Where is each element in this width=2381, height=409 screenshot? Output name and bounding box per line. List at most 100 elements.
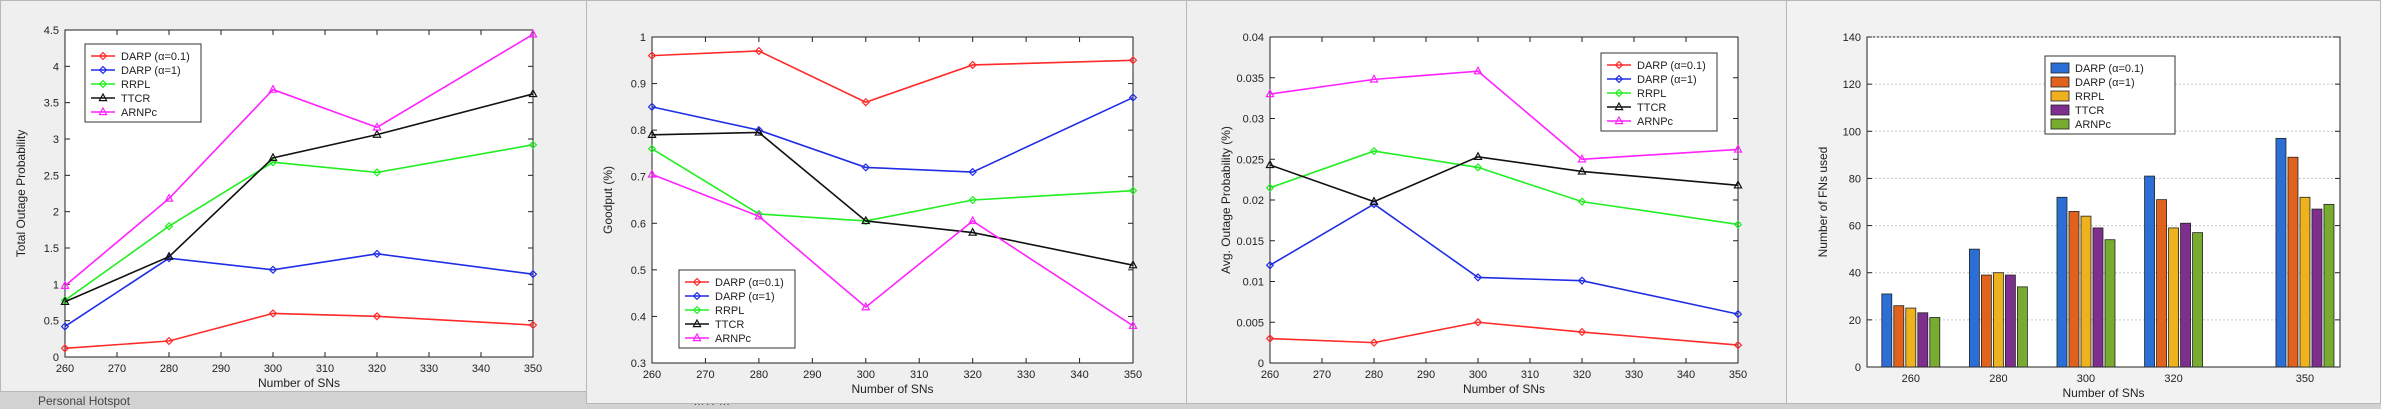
legend-swatch [2050, 104, 2070, 116]
data-point [754, 211, 764, 220]
data-point [528, 140, 538, 150]
legend-label: RRPL [715, 305, 744, 317]
y-tick-label: 120 [1843, 79, 1861, 91]
y-tick-label: 0.03 [1243, 114, 1264, 126]
series-0 [647, 46, 1138, 107]
y-tick-label: 40 [1849, 268, 1861, 280]
bar [2092, 227, 2104, 368]
y-axis-label: Number of FNs used [1816, 147, 1830, 258]
bar [1881, 293, 1893, 368]
series-line [651, 173, 1134, 327]
legend-label: DARP (α=1) [715, 291, 775, 303]
legend-label: ARNPc [2075, 119, 2112, 131]
y-tick-label: 0 [1855, 362, 1861, 374]
y-tick-label: 4 [53, 61, 59, 73]
x-tick-label: 320 [368, 363, 386, 375]
figure-window-outage: 0 0.5 1 1.5 2 2.5 3 3.5 4 4.5 260 270 280 290 300 310 32… [0, 0, 588, 392]
legend-marker [98, 51, 108, 61]
data-point [968, 167, 977, 177]
data-point [1369, 146, 1379, 156]
data-point [1369, 74, 1379, 83]
data-point [1265, 88, 1275, 98]
data-point [1473, 318, 1483, 327]
data-point [647, 144, 657, 154]
data-point [1733, 309, 1743, 319]
series-line [1269, 155, 1739, 203]
y-tick-label: 2 [53, 207, 59, 219]
legend-box [1600, 52, 1718, 132]
x-tick-label: 300 [857, 369, 875, 381]
data-point [164, 251, 174, 260]
legend-label: DARP (α=0.1) [2075, 63, 2144, 75]
legend-marker [692, 277, 702, 287]
data-point [1473, 163, 1483, 172]
y-tick-label: 100 [1843, 126, 1861, 138]
data-point [1733, 340, 1743, 350]
bar [2323, 203, 2335, 368]
x-axis-label: Number of SNs [2062, 386, 2144, 400]
bar [2156, 199, 2167, 368]
data-point [372, 129, 382, 138]
x-axis-label: Number of SNs [1463, 382, 1545, 396]
y-tick-label: 0.005 [1236, 317, 1264, 329]
series-0 [1265, 318, 1743, 350]
data-point [968, 195, 977, 205]
data-point [60, 296, 70, 305]
legend-label: RRPL [1637, 88, 1666, 100]
series-2 [60, 140, 538, 305]
data-point [861, 215, 871, 225]
data-point [861, 301, 871, 311]
y-tick-label: 0.01 [1243, 277, 1264, 289]
series-line [651, 96, 1134, 173]
series-line [651, 131, 1134, 266]
x-tick-label: 280 [1989, 373, 2007, 385]
y-tick-label: 3 [53, 134, 59, 146]
x-tick-label: 310 [316, 363, 334, 375]
x-tick-label: 350 [1729, 369, 1747, 381]
series-1 [647, 93, 1138, 177]
x-tick-label: 340 [472, 363, 490, 375]
x-tick-label: 290 [212, 363, 230, 375]
x-tick-label: 260 [1261, 369, 1279, 381]
data-point [1128, 259, 1138, 269]
bar [2056, 196, 2068, 368]
legend-label: DARP (α=1) [1637, 74, 1697, 86]
y-tick-label: 2.5 [44, 170, 59, 182]
legend-label: TTCR [2075, 105, 2104, 117]
legend-marker [1614, 88, 1624, 98]
background-text-left: Personal Hotspot [38, 394, 131, 408]
outage-probability-chart: 0 0.5 1 1.5 2 2.5 3 3.5 4 4.5 260 270 280 290 300 310 32… [14, 25, 542, 390]
bar [2144, 175, 2155, 368]
series-line [64, 253, 534, 328]
legend-label: ARNPc [715, 333, 752, 345]
data-point [1265, 334, 1275, 343]
data-point [1577, 166, 1587, 175]
data-point [1369, 196, 1379, 205]
bar [1980, 274, 1992, 368]
legend-label: ARNPc [1637, 116, 1674, 128]
x-tick-label: 300 [2077, 373, 2095, 385]
legend-marker [1614, 115, 1624, 125]
legend-swatch [2050, 90, 2070, 102]
data-point [754, 209, 764, 219]
y-tick-label: 0.02 [1243, 195, 1264, 207]
data-point [647, 129, 657, 138]
legend-label: DARP (α=0.1) [715, 277, 784, 289]
x-tick-label: 340 [1677, 369, 1695, 381]
y-tick-label: 0.9 [631, 79, 646, 91]
legend-label: TTCR [1637, 102, 1666, 114]
data-point [1733, 144, 1743, 153]
data-point [968, 60, 977, 70]
data-point [268, 309, 278, 318]
legend-marker [692, 305, 702, 315]
x-tick-label: 280 [1365, 369, 1383, 381]
data-point [647, 102, 657, 112]
legend-label: DARP (α=1) [121, 65, 181, 77]
bar [1917, 312, 1929, 368]
data-point [528, 320, 538, 330]
avg-outage-chart: 0 0.005 0.01 0.015 0.02 0.025 0.03 0.035 0.04 260… [1219, 32, 1747, 396]
data-point [1473, 273, 1483, 282]
legend-swatch [2050, 118, 2070, 130]
y-tick-label: 80 [1849, 173, 1861, 185]
y-tick-label: 0.4 [631, 311, 646, 323]
